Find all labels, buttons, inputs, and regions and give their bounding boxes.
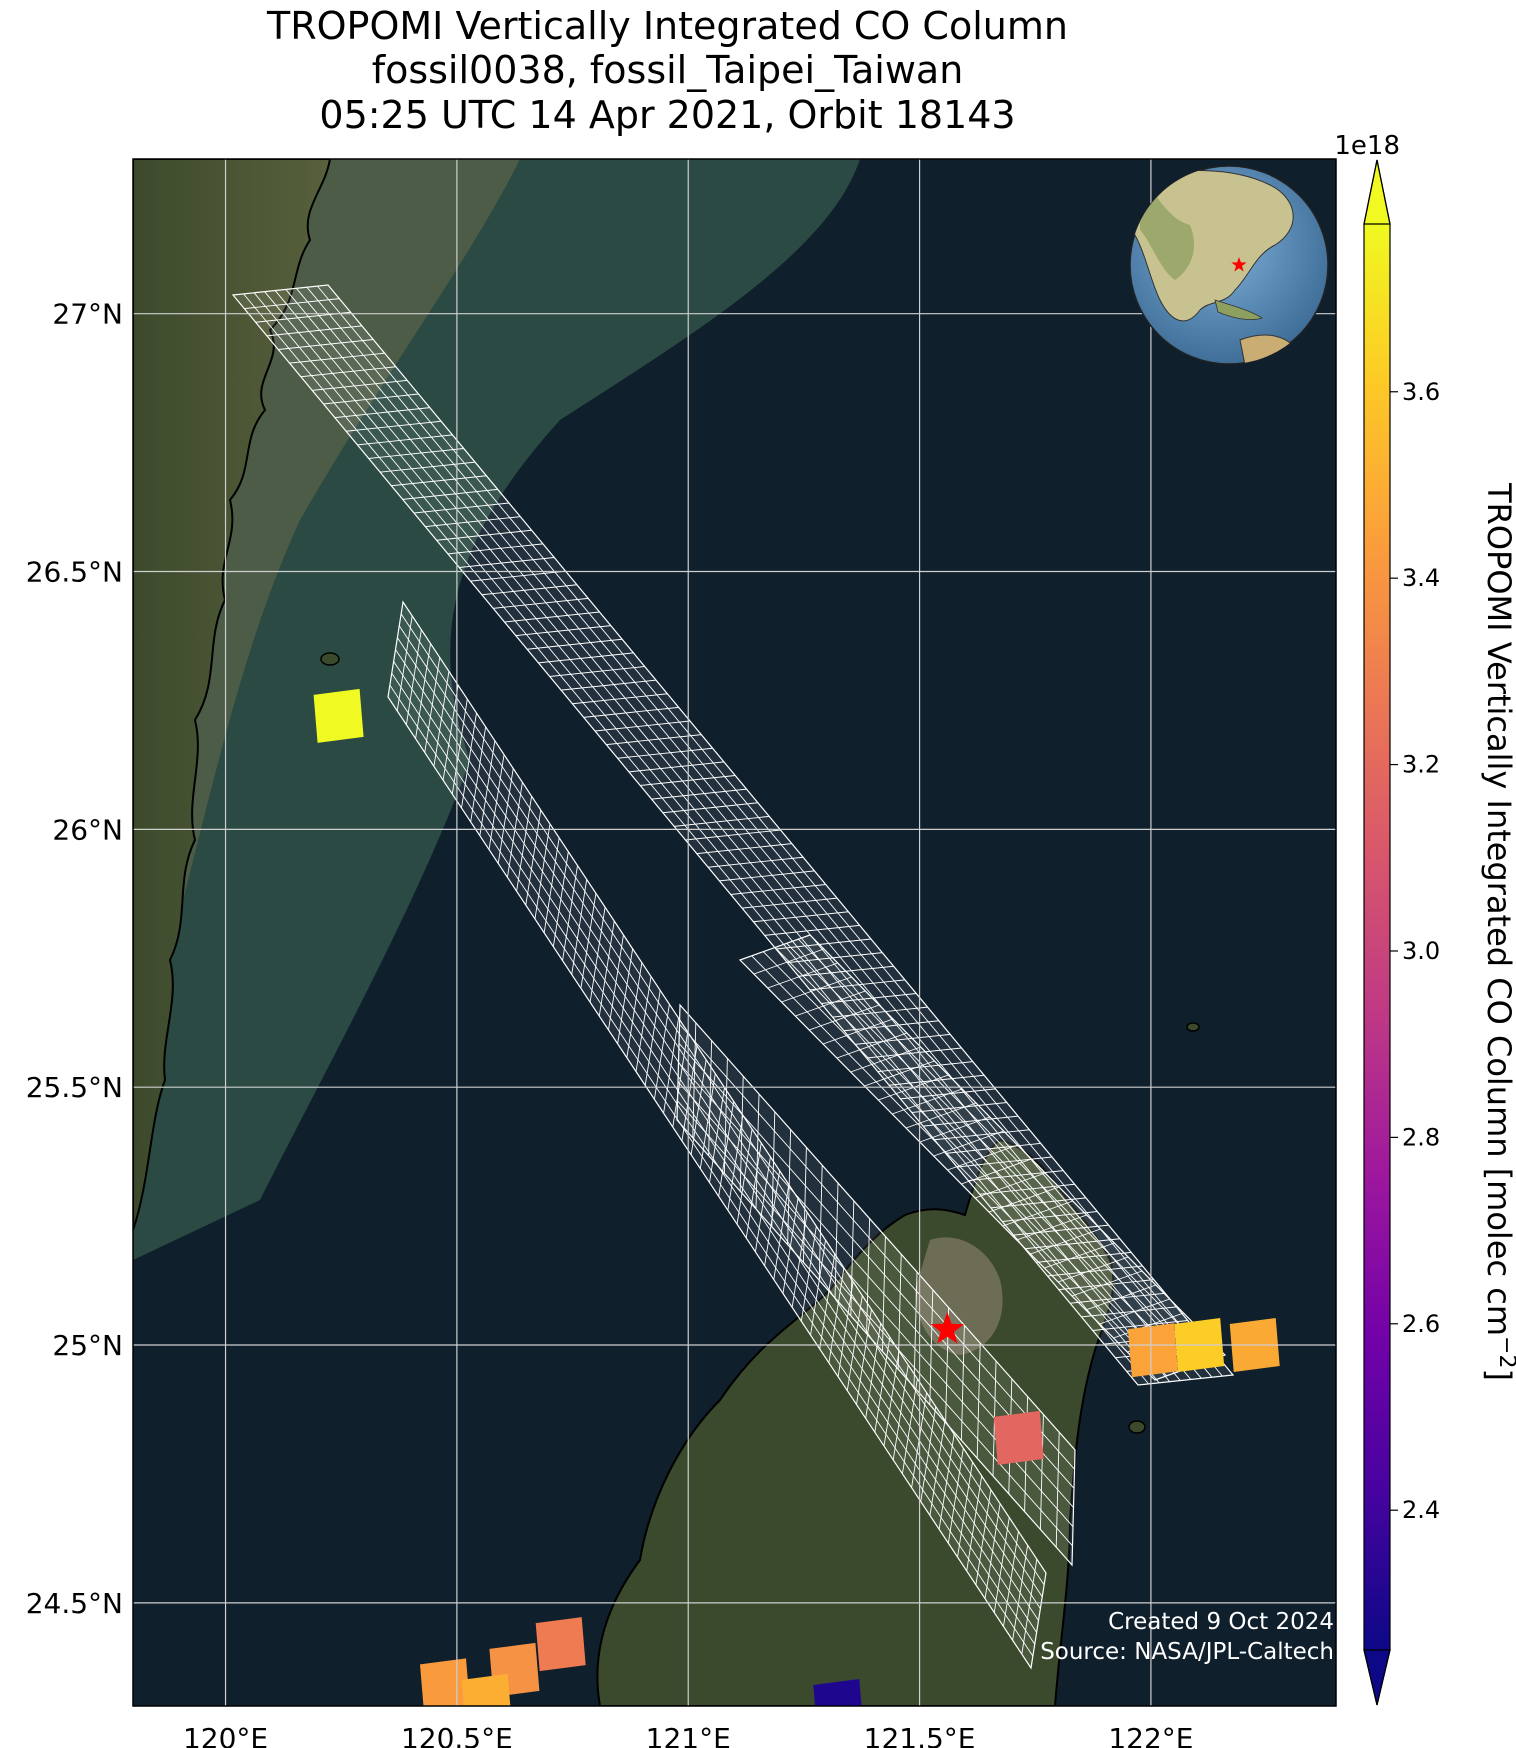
data-pixel <box>813 1679 862 1706</box>
colorbar-tick-label: 2.6 <box>1402 1310 1440 1338</box>
island <box>1128 1420 1146 1434</box>
colorbar-tick-label: 3.6 <box>1402 378 1440 406</box>
asia-landmass <box>1131 170 1294 322</box>
swath-strip-2 <box>387 600 1047 1670</box>
credit-source: Source: NASA/JPL-Caltech <box>1040 1639 1334 1665</box>
lon-tick-label: 121°E <box>646 1722 731 1748</box>
globe-site-star-icon <box>1231 257 1247 272</box>
lat-tick-label: 27°N <box>52 298 123 331</box>
colorbar-tick-label: 3.2 <box>1402 751 1440 779</box>
lon-tick-label: 122°E <box>1108 1722 1193 1748</box>
lon-tick-label: 121.5°E <box>864 1722 976 1748</box>
colorbar: 2.4 2.6 2.8 3.0 3.2 3.4 3.6 1e18 TROPOMI Verti… <box>1334 131 1516 1706</box>
data-pixel <box>461 1673 511 1706</box>
island <box>1186 1022 1200 1032</box>
map-frame <box>132 158 1337 1707</box>
lat-tick-label: 25°N <box>52 1329 123 1362</box>
colorbar-tick-label: 2.8 <box>1402 1123 1440 1151</box>
lat-tick-label: 24.5°N <box>26 1587 123 1620</box>
colorbar-label: TROPOMI Vertically Integrated CO Column … <box>1480 482 1516 1381</box>
colorbar-tick-label: 3.4 <box>1402 564 1440 592</box>
site-star-icon <box>930 1312 965 1344</box>
colorbar-tick-label: 3.0 <box>1402 937 1440 965</box>
data-pixels <box>313 688 1280 1706</box>
lat-tick-label: 26°N <box>52 813 123 846</box>
colorbar-extend-max <box>1363 159 1391 225</box>
data-pixel <box>993 1410 1044 1465</box>
data-pixel <box>1127 1323 1178 1378</box>
map-title-line-3: 05:25 UTC 14 Apr 2021, Orbit 18143 <box>319 93 1016 137</box>
colorbar-tick-label: 2.4 <box>1402 1496 1440 1524</box>
latitude-tick-labels: 27°N 26.5°N 26°N 25.5°N 25°N 24.5°N <box>26 298 123 1620</box>
inset-globe <box>1129 165 1329 365</box>
lon-tick-label: 120.5°E <box>401 1722 513 1748</box>
map-title-line-2: fossil0038, fossil_Taipei_Taiwan <box>371 48 964 92</box>
colorbar-extend-min <box>1363 1649 1391 1706</box>
graticule <box>133 159 1336 1706</box>
lat-tick-label: 26.5°N <box>26 556 123 589</box>
longitude-tick-labels: 120°E 120.5°E 121°E 121.5°E 122°E <box>183 1722 1194 1748</box>
lon-tick-label: 120°E <box>183 1722 268 1748</box>
mainland-coast <box>133 159 332 1231</box>
island <box>320 652 340 666</box>
data-pixel <box>313 688 364 743</box>
data-pixel <box>535 1617 586 1672</box>
colorbar-ticks: 2.4 2.6 2.8 3.0 3.2 3.4 3.6 <box>1390 378 1440 1524</box>
map-title-line-1: TROPOMI Vertically Integrated CO Column <box>267 4 1068 48</box>
lat-tick-label: 25.5°N <box>26 1071 123 1104</box>
satellite-swath-grid <box>231 284 1235 1670</box>
colorbar-offset-label: 1e18 <box>1334 131 1400 161</box>
credit-created: Created 9 Oct 2024 <box>1108 1609 1334 1635</box>
colorbar-gradient <box>1364 224 1390 1650</box>
map-area: Created 9 Oct 2024 Source: NASA/JPL-Calt… <box>133 159 1336 1706</box>
